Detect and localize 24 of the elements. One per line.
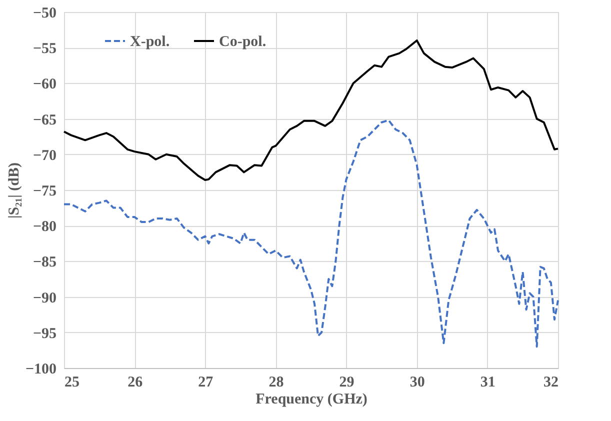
y-tick-label: −60 [32, 76, 56, 93]
y-tick-label: −50 [32, 6, 56, 22]
y-axis-title: |S₂₁| (dB) [6, 162, 22, 219]
x-tick-label: 31 [480, 374, 496, 390]
x-tick-label: 25 [64, 374, 80, 390]
x-tick-label: 32 [544, 374, 558, 390]
x-tick-label: 28 [268, 374, 284, 390]
y-tick-label: −100 [25, 362, 56, 378]
y-tick-label: −85 [32, 254, 56, 271]
y-tick-label: −75 [32, 184, 56, 200]
legend-label: Co-pol. [219, 34, 266, 50]
y-tick-label: −55 [32, 41, 56, 58]
x-axis-title: Frequency (GHz) [256, 392, 368, 408]
y-tick-label: −90 [32, 290, 56, 306]
y-tick-label: −95 [32, 326, 56, 342]
line-series [63, 119, 559, 348]
legend-label: X-pol. [130, 34, 170, 50]
y-tick-label: −70 [32, 148, 56, 164]
y-tick-label: −80 [32, 219, 56, 236]
y-tick-label: −65 [32, 112, 56, 128]
x-tick-label: 29 [339, 374, 354, 390]
x-tick-label: 30 [410, 374, 425, 390]
x-tick-label: 27 [198, 374, 214, 390]
x-tick-label: 26 [128, 374, 144, 390]
